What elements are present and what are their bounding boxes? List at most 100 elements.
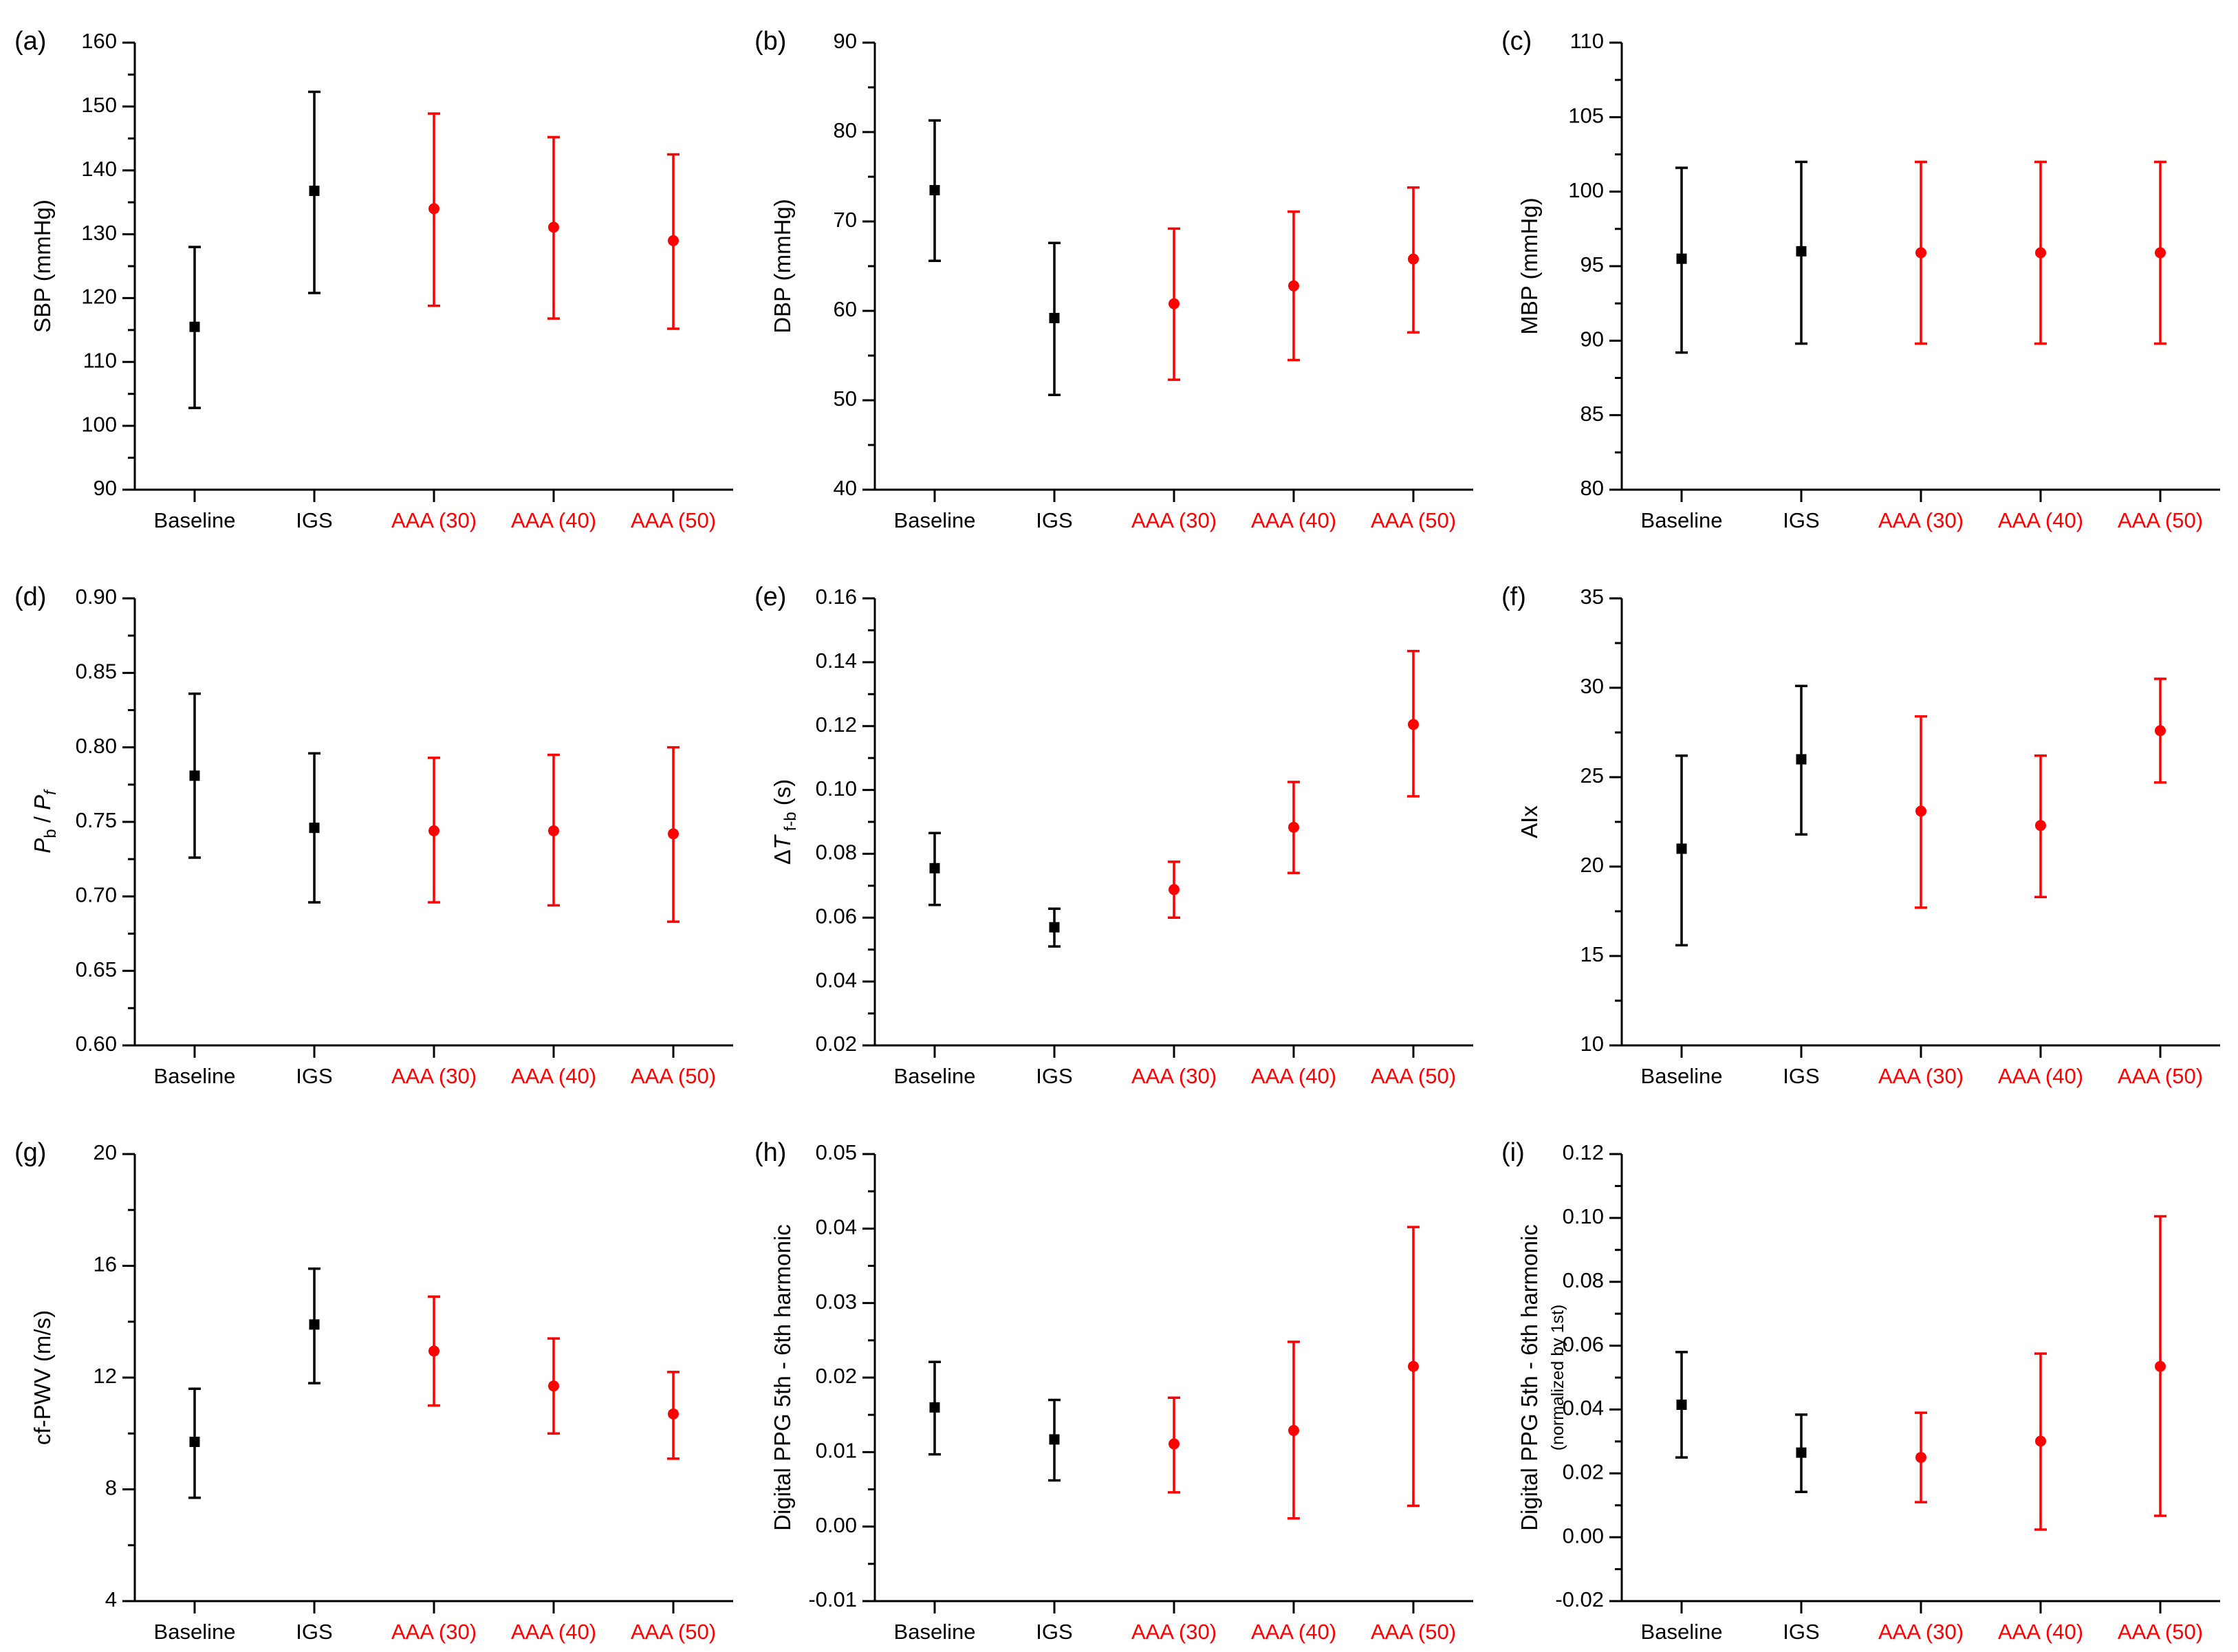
y-tick-label: 0.00 <box>816 1513 857 1537</box>
y-tick-label: 0.00 <box>1563 1523 1604 1547</box>
x-tick-label: AAA (50) <box>631 1064 716 1088</box>
x-tick-label: IGS <box>296 1620 332 1644</box>
y-tick-label: 0.08 <box>816 840 857 865</box>
y-axis-title: Pb / Pf <box>30 789 60 854</box>
x-tick-label: AAA (30) <box>1131 1064 1217 1088</box>
y-tick-label: 20 <box>94 1140 117 1164</box>
x-tick-label: AAA (30) <box>391 508 477 532</box>
data-point <box>929 1402 940 1413</box>
data-point <box>309 185 320 196</box>
y-tick-label: 16 <box>94 1252 117 1276</box>
y-axis-title: AIx <box>1517 805 1542 838</box>
x-tick-label: AAA (50) <box>2118 508 2203 532</box>
y-axis-title-part: Digital PPG 5th - 6th harmonic <box>1517 1224 1542 1531</box>
y-tick-label: 0.75 <box>76 808 117 832</box>
data-point <box>189 321 200 332</box>
y-tick-label: 4 <box>105 1587 117 1611</box>
panel-label: (g) <box>14 1138 46 1167</box>
y-axis-title: ΔT f-b (s) <box>770 779 800 865</box>
y-tick-label: 25 <box>1580 763 1604 787</box>
x-tick-label: Baseline <box>1641 508 1723 532</box>
x-tick-label: Baseline <box>894 1620 976 1644</box>
data-point <box>1169 1438 1180 1450</box>
x-tick-label: AAA (40) <box>1998 1620 2083 1644</box>
x-tick-label: AAA (30) <box>1878 508 1964 532</box>
panel-label: (h) <box>754 1138 786 1167</box>
y-tick-label: 0.85 <box>76 660 117 684</box>
x-tick-label: IGS <box>296 1064 332 1088</box>
x-tick-label: AAA (50) <box>2118 1620 2203 1644</box>
data-point <box>929 862 940 873</box>
data-point <box>2155 1360 2166 1372</box>
data-point <box>548 221 559 233</box>
data-point <box>428 825 439 836</box>
data-point <box>2035 1435 2046 1447</box>
data-point <box>1049 312 1060 323</box>
x-tick-label: AAA (40) <box>1998 508 2083 532</box>
data-point <box>1676 843 1687 854</box>
panel-h: (h) -0.01 0.00 0.01 0.02 0.03 0.04 0.05 Digital … <box>754 1138 1473 1644</box>
y-axis-title: cf-PWV (m/s) <box>30 1310 55 1445</box>
y-axis-title-part: T <box>770 834 795 849</box>
y-axis-title: Digital PPG 5th - 6th harmonic <box>1517 1224 1542 1531</box>
x-tick-label: AAA (40) <box>1251 1620 1336 1644</box>
data-point <box>1915 1452 1926 1464</box>
y-tick-label: 0.10 <box>1563 1204 1604 1228</box>
y-tick-label: 0.01 <box>816 1439 857 1463</box>
y-tick-label: 0.12 <box>1563 1140 1604 1164</box>
panel-i: (i) -0.02 0.00 0.02 0.04 0.06 0.08 0.10 0.12 Digi… <box>1501 1138 2220 1644</box>
data-point <box>668 1408 679 1420</box>
x-tick-label: AAA (30) <box>1131 508 1217 532</box>
y-tick-label: 0.70 <box>76 883 117 907</box>
y-tick-label: 30 <box>1580 674 1604 698</box>
x-tick-label: IGS <box>1783 508 1819 532</box>
x-tick-label: IGS <box>1036 1620 1072 1644</box>
y-tick-label: 130 <box>81 221 117 245</box>
y-axis-title-part: Δ <box>770 849 795 865</box>
x-tick-label: AAA (40) <box>511 1620 596 1644</box>
x-tick-label: AAA (40) <box>511 1064 596 1088</box>
data-point <box>929 185 940 195</box>
panel-e: (e) 0.02 0.04 0.06 0.08 0.10 0.12 0.14 0.16 ΔT f-… <box>754 583 1473 1088</box>
x-tick-label: AAA (50) <box>1371 508 1456 532</box>
y-tick-label: 90 <box>834 29 857 53</box>
y-tick-label: 60 <box>834 297 857 321</box>
y-axis-subtitle: (normalized by 1st) <box>1548 1305 1567 1451</box>
data-point <box>2155 725 2166 737</box>
x-tick-label: IGS <box>1783 1620 1819 1644</box>
y-tick-label: 0.02 <box>1563 1459 1604 1483</box>
y-tick-label: 0.04 <box>816 968 857 992</box>
y-tick-label: 140 <box>81 157 117 181</box>
panel-label: (i) <box>1501 1138 1525 1167</box>
y-tick-label: 0.60 <box>76 1032 117 1056</box>
data-point <box>548 825 559 836</box>
y-tick-label: 105 <box>1568 104 1604 128</box>
x-tick-label: Baseline <box>154 1620 236 1644</box>
data-point <box>1796 754 1807 765</box>
data-point <box>1915 247 1926 259</box>
panel-b: (b) 40 50 60 70 80 90 DBP (mmHg) Baseline IGS AAA … <box>754 27 1473 532</box>
x-tick-label: AAA (30) <box>1878 1620 1964 1644</box>
y-tick-label: 0.12 <box>816 713 857 737</box>
data-point <box>189 770 200 781</box>
data-point <box>668 828 679 840</box>
data-point <box>1915 805 1926 817</box>
x-tick-label: AAA (30) <box>391 1620 477 1644</box>
y-tick-label: 0.08 <box>1563 1268 1604 1292</box>
panel-g: (g) 4 8 12 16 20 cf-PWV (m/s) Baseline IGS AAA (3… <box>14 1138 733 1644</box>
x-tick-label: AAA (30) <box>391 1064 477 1088</box>
data-point <box>2155 247 2166 259</box>
y-axis-title: DBP (mmHg) <box>770 199 795 334</box>
panel-label: (c) <box>1501 27 1532 56</box>
data-point <box>1796 246 1807 257</box>
panel-a: (a) 90 100 110 120 130 140 150 160 SBP (mmHg) Base… <box>14 27 733 532</box>
y-tick-label: 0.06 <box>1563 1332 1604 1356</box>
x-tick-label: IGS <box>1783 1064 1819 1088</box>
y-tick-label: 110 <box>1570 29 1604 53</box>
data-point <box>2035 820 2046 832</box>
x-tick-label: AAA (50) <box>1371 1620 1456 1644</box>
y-tick-label: -0.01 <box>808 1587 857 1611</box>
x-tick-label: Baseline <box>154 508 236 532</box>
data-point <box>1676 1399 1687 1410</box>
